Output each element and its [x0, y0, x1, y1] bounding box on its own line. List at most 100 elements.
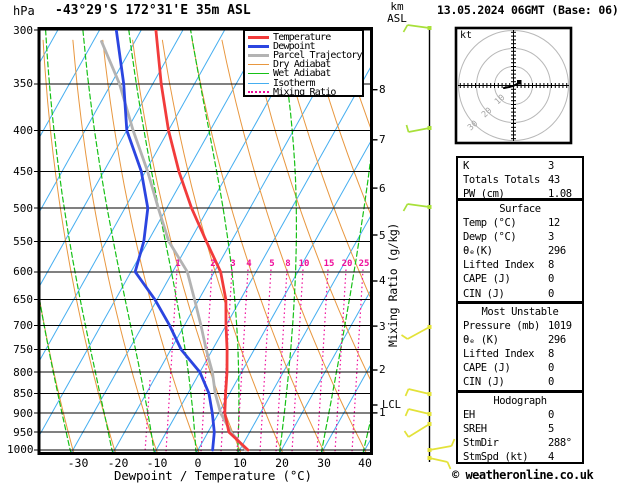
legend-line-sample-wet-adiabat: [248, 73, 269, 75]
panel-label: Lifted Index: [463, 259, 535, 272]
x-tick-label: 40: [358, 456, 372, 470]
panel-title: Surface: [499, 203, 541, 215]
pressure-tick-label: 350: [13, 77, 33, 91]
x-tick-label: 0: [194, 456, 202, 470]
pressure-tick-label: 550: [13, 234, 33, 248]
panel-value: 296: [548, 245, 566, 258]
panel-row: StmDir 288°: [458, 436, 582, 450]
mixing-ratio-label: 15: [323, 259, 335, 269]
legend-line-sample-isotherm: [248, 82, 269, 84]
panel-row: Pressure (mb) 1019: [458, 319, 582, 333]
x-tick-label: 30: [317, 456, 331, 470]
info-panel-most-unstable: Most Unstable Pressure (mb) 1019 θₑ (K) 296 L…: [456, 302, 584, 392]
legend-label: Isotherm: [273, 77, 316, 89]
legend-row: Temperature: [248, 32, 362, 43]
x-tick-label: -30: [67, 456, 89, 470]
panel-row: StmSpd (kt) 4: [458, 450, 582, 464]
panel-row: CAPE (J) 0: [458, 272, 582, 286]
info-panel-surface: Surface Temp (°C) 12 Dewp (°C) 3 θₑ(K) 296 Lift…: [456, 199, 584, 303]
pressure-tick-label: 700: [13, 319, 33, 333]
panel-label: CIN (J): [463, 376, 505, 389]
panel-row: EH 0: [458, 408, 582, 422]
mixing-ratio-axis-title: Mixing Ratio (g/kg): [386, 223, 400, 347]
panel-label: Pressure (mb): [463, 320, 540, 333]
legend-row: Wet Adiabat: [248, 68, 362, 80]
mixing-ratio-label: 20: [341, 259, 353, 269]
panel-label: CIN (J): [463, 287, 505, 300]
km-tick-label: 8: [379, 83, 386, 97]
km-tick-label: 6: [379, 181, 386, 195]
panel-label: EH: [463, 409, 475, 422]
mixing-ratio-label: 5: [269, 259, 275, 269]
altitude-unit-km: km: [390, 0, 404, 13]
pressure-tick-label: 800: [13, 365, 33, 379]
legend-line-sample-dry-adiabat: [248, 64, 269, 66]
hodograph-unit-label: kt: [460, 30, 473, 41]
legend-line-sample-temperature: [248, 36, 269, 40]
km-tick-label: 1: [379, 406, 386, 420]
panel-label: StmSpd (kt): [463, 451, 529, 464]
pressure-tick-label: 1000: [7, 443, 34, 457]
legend-label: Dewpoint: [273, 41, 316, 53]
panel-title: Hodograph: [493, 395, 547, 407]
panel-value: 0: [548, 362, 554, 375]
panel-row: Temp (°C) 12: [458, 216, 582, 230]
pressure-tick-label: 750: [13, 343, 33, 357]
panel-label: Totals Totals: [463, 174, 540, 187]
mixing-ratio-label: 8: [285, 259, 291, 269]
mixing-ratio-label: 1: [175, 259, 181, 269]
panel-label: CAPE (J): [463, 362, 511, 375]
mixing-ratio-label: 2: [210, 259, 216, 269]
copyright-label: © weatheronline.co.uk: [452, 468, 594, 482]
panel-row: Lifted Index 8: [458, 347, 582, 361]
legend-line-sample-parcel-trajectory: [248, 54, 269, 58]
panel-value: 1019: [548, 320, 572, 333]
panel-value: 43: [548, 174, 560, 187]
legend-label: Mixing Ratio: [273, 86, 336, 98]
panel-label: PW (cm): [463, 188, 505, 201]
panel-row: CIN (J) 0: [458, 375, 582, 389]
panel-row: PW (cm) 1.08: [458, 187, 582, 201]
x-tick-label: -20: [107, 456, 129, 470]
info-panel: K 3 Totals Totals 43 PW (cm) 1.08: [456, 156, 584, 200]
panel-row: Totals Totals 43: [458, 173, 582, 187]
panel-title: Most Unstable: [481, 306, 559, 318]
panel-value: 0: [548, 287, 554, 300]
panel-label: K: [463, 160, 469, 172]
panel-label: Dewp (°C): [463, 231, 517, 244]
panel-value: 12: [548, 217, 560, 230]
mixing-ratio-label: 10: [298, 259, 310, 269]
panel-value: 8: [548, 348, 554, 361]
panel-row: Dewp (°C) 3: [458, 230, 582, 244]
legend-line-sample-dewpoint: [248, 45, 269, 49]
panel-row: θₑ (K) 296: [458, 333, 582, 347]
pressure-tick-label: 600: [13, 265, 33, 279]
panel-label: CAPE (J): [463, 273, 511, 286]
panel-label: StmDir: [463, 437, 499, 450]
pressure-tick-label: 950: [13, 425, 33, 439]
panel-row: CIN (J) 0: [458, 287, 582, 301]
panel-label: Lifted Index: [463, 348, 535, 361]
panel-value: 4: [548, 451, 554, 464]
legend-row: Dry Adiabat: [248, 59, 362, 71]
altitude-unit-asl: ASL: [387, 12, 407, 25]
panel-value: 1.08: [548, 188, 572, 201]
panel-value: 296: [548, 334, 566, 347]
mixing-ratio-label: 3: [230, 259, 236, 269]
chart-legend: Temperature Dewpoint Parcel Trajectory Dry …: [243, 29, 364, 98]
legend-row: Isotherm: [248, 77, 362, 89]
panel-label: θₑ (K): [463, 334, 499, 347]
legend-row: Dewpoint: [248, 41, 362, 53]
pressure-axis-unit: hPa: [13, 4, 35, 18]
panel-row: CAPE (J) 0: [458, 361, 582, 375]
mixing-ratio-label: 25: [358, 259, 370, 269]
panel-label: θₑ(K): [463, 245, 493, 258]
legend-label: Wet Adiabat: [273, 68, 331, 80]
legend-label: Parcel Trajectory: [273, 50, 363, 62]
legend-label: Dry Adiabat: [273, 59, 331, 71]
datetime-label: 13.05.2024 06GMT (Base: 06): [437, 3, 619, 17]
altitude-axis-unit: km ASL: [384, 1, 410, 25]
legend-row: Parcel Trajectory: [248, 50, 363, 62]
